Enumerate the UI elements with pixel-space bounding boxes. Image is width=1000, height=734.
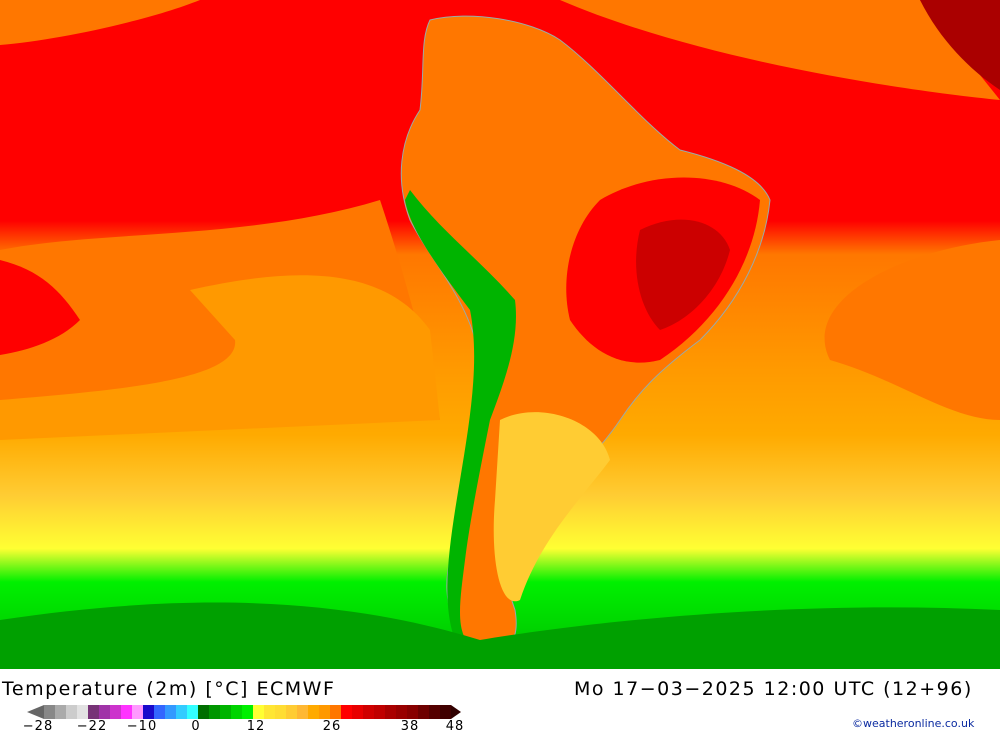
hot-pacific-west: [0, 260, 80, 355]
warm-band-north-east: [560, 0, 1000, 100]
colorbar-segment: [407, 705, 418, 719]
colorbar-segment: [132, 705, 143, 719]
colorbar-segment: [253, 705, 264, 719]
colorbar-segment: [231, 705, 242, 719]
colorbar-segment: [165, 705, 176, 719]
colorbar-segment: [88, 705, 99, 719]
colorbar-tick: 48: [445, 719, 465, 734]
colorbar-tick: 26: [322, 719, 342, 734]
colorbar-segment: [121, 705, 132, 719]
colorbar-segment: [209, 705, 220, 719]
credit-link[interactable]: ©weatheronline.co.uk: [852, 717, 975, 730]
orange-pacific-2: [0, 275, 440, 440]
andes-cool: [405, 190, 516, 645]
colorbar-segment: [99, 705, 110, 719]
colorbar-segment: [308, 705, 319, 719]
cold-band-south: [0, 602, 1000, 669]
colorbar-segment: [374, 705, 385, 719]
colorbar-segment: [44, 705, 55, 719]
warm-south: [493, 412, 610, 602]
map-title: Temperature (2m) [°C] ECMWF: [2, 678, 336, 700]
colorbar-segment: [418, 705, 429, 719]
colorbar-segment: [154, 705, 165, 719]
colorbar-segment: [286, 705, 297, 719]
colorbar-segment: [110, 705, 121, 719]
colorbar-segment: [264, 705, 275, 719]
colorbar-tick: 38: [400, 719, 420, 734]
colorbar-segment: [143, 705, 154, 719]
warm-band-north: [0, 0, 200, 45]
colorbar-tick: −10: [126, 719, 158, 734]
colorbar-segment: [297, 705, 308, 719]
colorbar-segment: [429, 705, 440, 719]
colorbar-segment: [319, 705, 330, 719]
hot-core-brazil: [636, 219, 730, 330]
colorbar-low-arrow: [27, 705, 44, 719]
colorbar-segment: [176, 705, 187, 719]
colorbar-segment: [330, 705, 341, 719]
colorbar-segment: [275, 705, 286, 719]
colorbar-tick: −22: [76, 719, 108, 734]
cool-band-east: [824, 240, 1000, 420]
hot-africa-corner: [920, 0, 1000, 90]
temperature-colorbar: [27, 705, 461, 719]
forecast-datetime: Mo 17−03−2025 12:00 UTC (12+96): [574, 678, 973, 700]
colorbar-segment: [440, 705, 451, 719]
colorbar-segment: [363, 705, 374, 719]
colorbar-segment: [352, 705, 363, 719]
colorbar-segment: [220, 705, 231, 719]
colorbar-segment: [385, 705, 396, 719]
temperature-map: [0, 0, 1000, 669]
colorbar-segment: [187, 705, 198, 719]
colorbar-tick: 0: [191, 719, 201, 734]
colorbar-segment: [242, 705, 253, 719]
colorbar-segment: [396, 705, 407, 719]
colorbar-segment: [198, 705, 209, 719]
colorbar-tick: −28: [22, 719, 54, 734]
colorbar-segment: [66, 705, 77, 719]
colorbar-segment: [55, 705, 66, 719]
colorbar-segment: [341, 705, 352, 719]
colorbar-tick: 12: [246, 719, 266, 734]
colorbar-high-arrow: [451, 705, 461, 719]
colorbar-segment: [77, 705, 88, 719]
